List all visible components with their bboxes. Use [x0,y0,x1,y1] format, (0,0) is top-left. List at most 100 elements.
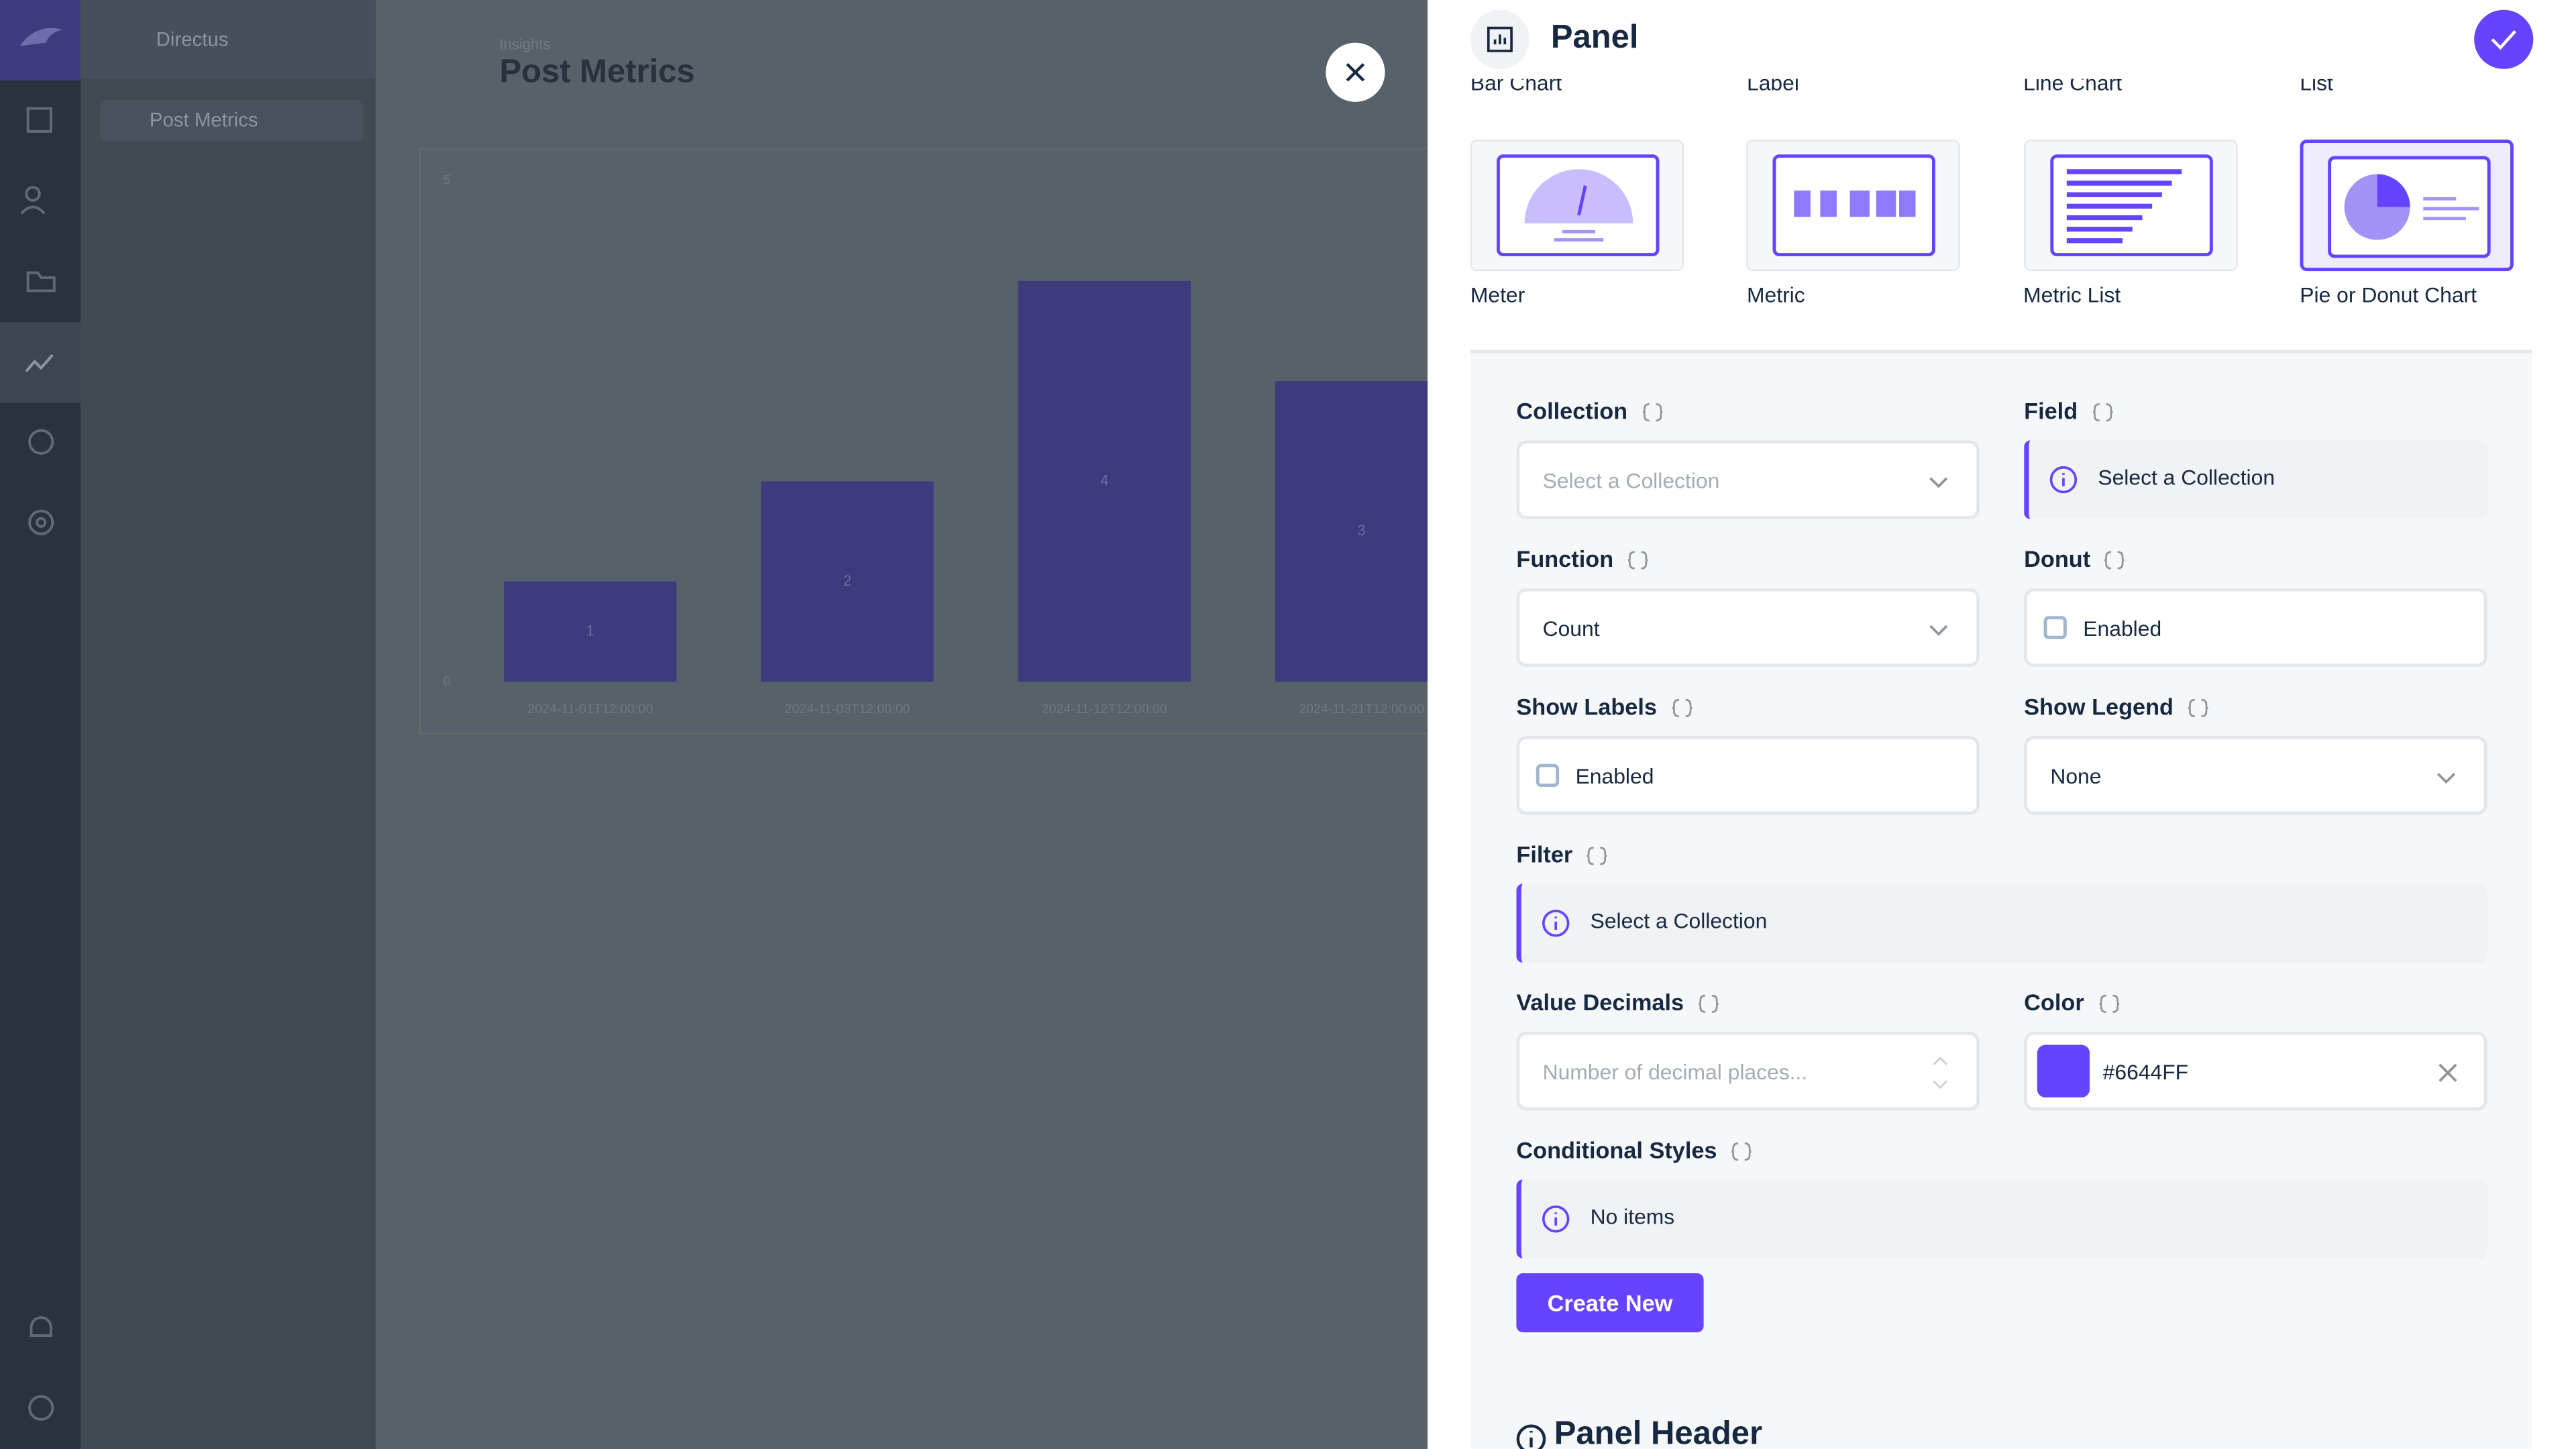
chart: 0 5 1 2024-11-01T12:00:00 2 2024-11-03T12:00:… [443,173,1428,716]
ring [1542,1205,1570,1233]
digit [1794,191,1811,217]
raw-toggle-icon [1627,551,1648,570]
list-bar [2065,180,2171,186]
type-tile[interactable] [2023,140,2237,272]
drawer-title: Panel [1550,19,1639,56]
field-label: Filter [1516,841,1573,868]
close-button[interactable] [1326,42,1385,102]
rail-icons [19,28,63,1421]
raw-toggle-icon [2188,698,2208,718]
ring [1542,910,1570,937]
app-name: Directus [156,28,229,51]
create-button[interactable]: Create New [1516,1273,1704,1333]
main [376,0,1428,1449]
field-select[interactable]: None [2024,736,2487,815]
save-icon [2491,30,2517,50]
check [2491,30,2517,50]
field-value: None [2050,763,2102,789]
field-checkbox[interactable]: Enabled [2024,588,2487,667]
field-label: Function [1516,545,1614,572]
page-title: Post Metrics [499,54,695,91]
nav-item[interactable]: Post Metrics [149,108,258,131]
field-label: Field [2024,397,2078,424]
gauge [1524,169,1633,224]
field-value: Enabled [2083,616,2162,641]
field-value: Select a Collection [1542,468,1720,493]
list-bar [2065,203,2152,209]
list-bar [2065,169,2182,174]
ring [2049,466,2078,494]
raw-toggle-icon [1672,698,1693,718]
field-select[interactable]: Select a Collection [1516,440,1980,519]
close-icon [1346,62,1365,82]
chev [1929,625,1948,636]
nav-rail [0,0,81,1449]
chevron [1929,477,1948,488]
raw-toggle-icon [1699,994,1719,1013]
value-label: 3 [1357,522,1365,539]
braces [2099,994,2120,1013]
bar [761,481,934,682]
clear-icon [2438,1063,2457,1082]
field-notice: Select a Collection [2024,440,2487,519]
checkbox [1536,763,1560,788]
info-icon [1542,1205,1570,1233]
bar [504,581,677,682]
nav-item-bg [100,100,364,142]
type-tile[interactable] [1746,140,1961,272]
field-notice: No items [1516,1179,2487,1258]
raw-toggle-icon [1642,403,1663,422]
chev [1929,477,1948,488]
list-bar [2065,226,2132,232]
braces [2188,698,2208,718]
spinner [1933,1057,1948,1089]
value-label: 4 [1100,472,1108,488]
field-label: Show Legend [2024,693,2174,720]
icon [1487,26,1513,52]
type-tile[interactable] [2300,140,2514,272]
raw-toggle-icon [2092,403,2113,422]
bar [1275,381,1428,682]
field-value: Count [1542,616,1600,641]
raw-toggle-icon [2104,551,2125,570]
field-value: Select a Collection [2098,465,2275,490]
field-label: Collection [1516,397,1628,424]
field-label: Color [2024,989,2084,1016]
module-nav [80,0,376,1449]
chevron [1929,625,1948,636]
braces [1731,1142,1752,1161]
field-color[interactable]: #6644FF [2024,1031,2487,1111]
ring [1516,1424,1546,1449]
digit [1850,191,1870,217]
raw-toggle-icon [1731,1142,1752,1161]
field-value: No items [1590,1204,1675,1229]
chevron [2436,773,2456,784]
field-number[interactable]: Number of decimal places... [1516,1031,1980,1111]
field-value: Enabled [1575,763,1654,789]
raw-toggle-icon [1587,847,1607,865]
field-select[interactable]: Count [1516,588,1980,667]
save-button[interactable] [2474,9,2534,69]
braces [1642,403,1663,422]
braces [1627,551,1648,570]
field-label: Conditional Styles [1516,1136,1717,1163]
braces [2104,551,2125,570]
divider [1470,350,2532,354]
raw-toggle-icon [2099,994,2120,1013]
list-bar [2065,192,2161,197]
bar [1018,280,1191,682]
field-checkbox[interactable]: Enabled [1516,736,1980,815]
field-label: Value Decimals [1516,989,1684,1016]
type-icon [2327,156,2491,258]
type-tile[interactable] [1470,140,1684,272]
active-module [0,322,81,403]
x-tick-label: 2024-11-12T12:00:00 [1042,702,1167,716]
value-label: 2 [843,572,851,589]
section-title: Panel Header [1554,1416,1763,1449]
color-swatch [2037,1044,2090,1097]
type-label: Pie or Donut Chart [2300,282,2477,307]
x [2438,1063,2457,1082]
value-label: 1 [586,622,594,639]
chev [2436,773,2456,784]
